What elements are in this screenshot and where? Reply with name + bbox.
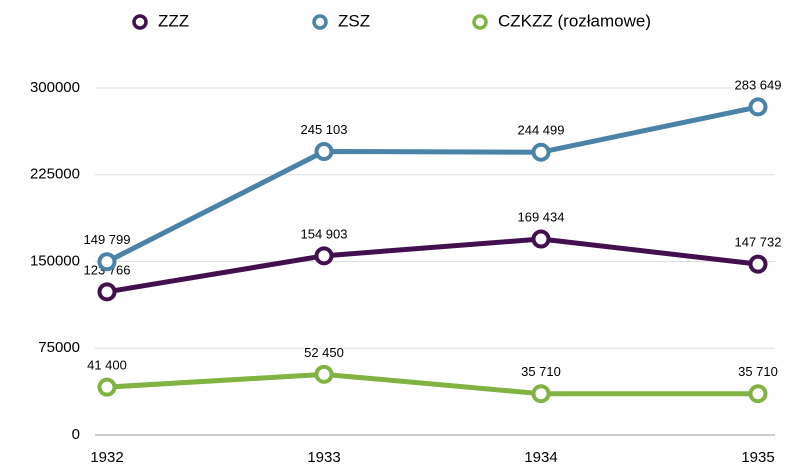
point-marker (531, 384, 551, 404)
value-label: 244 499 (518, 123, 565, 138)
value-label: 35 710 (521, 364, 561, 379)
y-tick-label: 225000 (30, 166, 80, 183)
legend-marker (132, 14, 148, 30)
x-tick-label: 1934 (524, 449, 557, 466)
x-tick-label: 1932 (90, 449, 123, 466)
point-marker (748, 97, 768, 117)
value-label: 52 450 (304, 345, 344, 360)
series-line (106, 236, 759, 295)
legend-label: ZZZ (158, 11, 189, 30)
legend-label: CZKZZ (rozłamowe) (498, 11, 651, 30)
y-tick-label: 75000 (38, 339, 80, 356)
legend-marker (312, 14, 328, 30)
legend-label: ZSZ (338, 11, 370, 30)
point-marker (314, 246, 334, 266)
value-label: 41 400 (87, 358, 127, 373)
point-marker (314, 364, 334, 384)
y-tick-label: 300000 (30, 79, 80, 96)
y-tick-label: 150000 (30, 252, 80, 269)
value-label: 147 732 (735, 235, 782, 250)
point-marker (97, 282, 117, 302)
value-label: 169 434 (518, 209, 565, 224)
x-tick-label: 1933 (307, 449, 340, 466)
value-label: 35 710 (738, 364, 778, 379)
point-marker (748, 254, 768, 274)
legend-marker (472, 14, 488, 30)
point-marker (531, 229, 551, 249)
series-line (105, 104, 759, 264)
point-marker (97, 377, 117, 397)
value-label: 149 799 (84, 232, 131, 247)
value-label: 245 103 (301, 122, 348, 137)
point-marker (97, 252, 117, 272)
series-line (106, 371, 758, 397)
value-label: 283 649 (735, 77, 782, 92)
point-marker (748, 384, 768, 404)
value-label: 154 903 (301, 226, 348, 241)
point-marker (531, 142, 551, 162)
point-marker (314, 141, 334, 161)
x-tick-label: 1935 (741, 449, 774, 466)
y-tick-label: 0 (72, 426, 80, 443)
